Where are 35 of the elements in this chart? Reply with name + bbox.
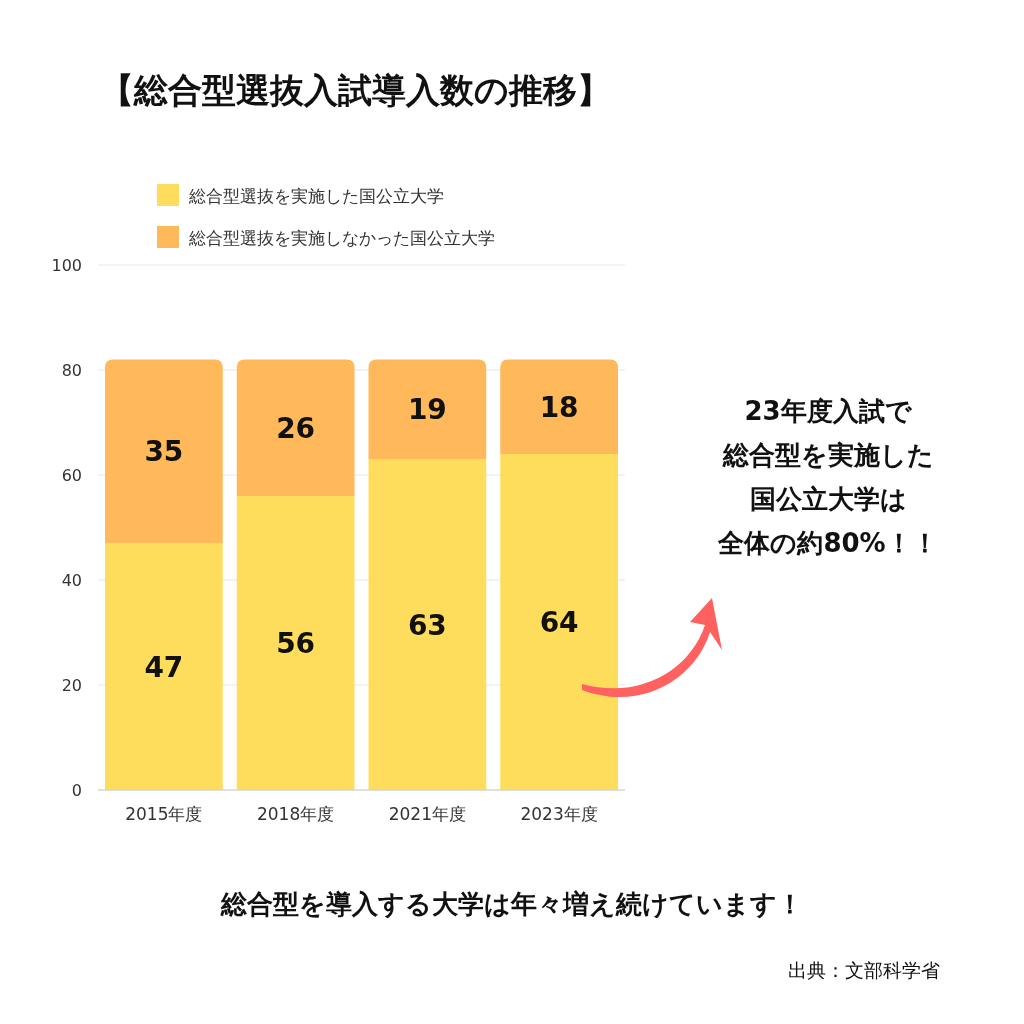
text: 総合型を導入する大学は年々増え続けています！ [220, 889, 803, 919]
bar [236, 496, 355, 790]
legend-label: 総合型選抜を実施しなかった国公立大学 [188, 228, 495, 248]
x-tick-label: 2015年度 [125, 804, 203, 824]
x-tick-label: 2018年度 [256, 804, 335, 824]
data-label: 18 [539, 390, 579, 424]
data-label: 19 [407, 393, 447, 427]
y-tick-label: 100 [51, 256, 82, 275]
data-label: 26 [276, 411, 316, 445]
chart-title: 【総合型選抜入試導入数の推移】 [100, 70, 611, 110]
data-label: 63 [407, 608, 447, 642]
x-tick-label: 2023年度 [520, 804, 598, 824]
y-tick-label: 60 [61, 466, 82, 485]
source-note: 出典：文部科学省 [788, 959, 940, 981]
y-tick-label: 80 [61, 361, 82, 380]
y-tick-label: 0 [71, 781, 82, 800]
bar [105, 543, 223, 790]
y-tick-label: 20 [61, 676, 82, 695]
text: 23年度入試で [744, 396, 913, 426]
text: 全体の約80%！！ [717, 528, 938, 558]
bar [236, 359, 355, 496]
text: 総合型を実施した [721, 440, 934, 470]
legend-label: 総合型選抜を実施した国公立大学 [188, 186, 444, 206]
data-label: 56 [276, 627, 316, 660]
text: 国公立大学は [749, 484, 907, 514]
data-label: 64 [539, 606, 579, 639]
x-tick-label: 2021年度 [388, 804, 467, 824]
bar [368, 359, 487, 460]
bar [500, 454, 618, 790]
y-tick-label: 40 [61, 571, 82, 590]
bar [500, 359, 618, 454]
data-label: 47 [144, 650, 184, 684]
data-label: 35 [144, 435, 184, 469]
bar [105, 359, 223, 544]
bar [368, 459, 487, 790]
